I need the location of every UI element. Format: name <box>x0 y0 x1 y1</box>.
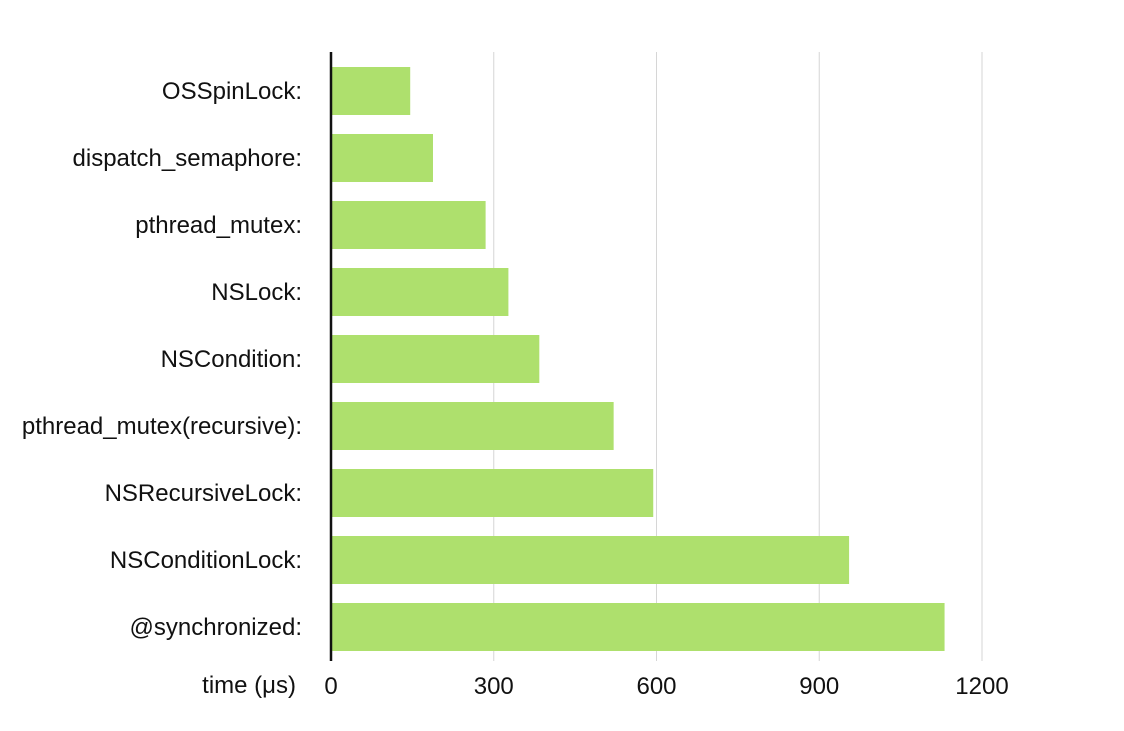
x-tick-label-300: 300 <box>474 673 514 700</box>
bar-layer <box>332 67 945 651</box>
category-label-2: pthread_mutex: <box>135 212 302 239</box>
bar-6 <box>332 469 654 517</box>
label-layer: 0 300 600 900 1200 OSSpinLock: dispatch_semaph… <box>22 78 1009 700</box>
category-label-3: NSLock: <box>211 279 302 306</box>
bar-4 <box>332 335 540 383</box>
category-label-5: pthread_mutex(recursive): <box>22 413 302 440</box>
category-label-1: dispatch_semaphore: <box>73 145 302 172</box>
x-axis-title: time (μs) <box>202 672 296 699</box>
category-label-8: @synchronized: <box>130 614 302 641</box>
bar-2 <box>332 201 486 249</box>
category-label-7: NSConditionLock: <box>110 547 302 574</box>
category-label-0: OSSpinLock: <box>162 78 302 105</box>
bar-8 <box>332 603 945 651</box>
x-tick-label-0: 0 <box>324 673 337 700</box>
bar-1 <box>332 134 433 182</box>
category-label-6: NSRecursiveLock: <box>105 480 302 507</box>
x-tick-label-900: 900 <box>799 673 839 700</box>
bar-5 <box>332 402 614 450</box>
x-tick-label-1200: 1200 <box>955 673 1008 700</box>
bar-3 <box>332 268 509 316</box>
category-label-4: NSCondition: <box>161 346 302 373</box>
bar-7 <box>332 536 850 584</box>
bar-0 <box>332 67 411 115</box>
x-tick-label-600: 600 <box>636 673 676 700</box>
